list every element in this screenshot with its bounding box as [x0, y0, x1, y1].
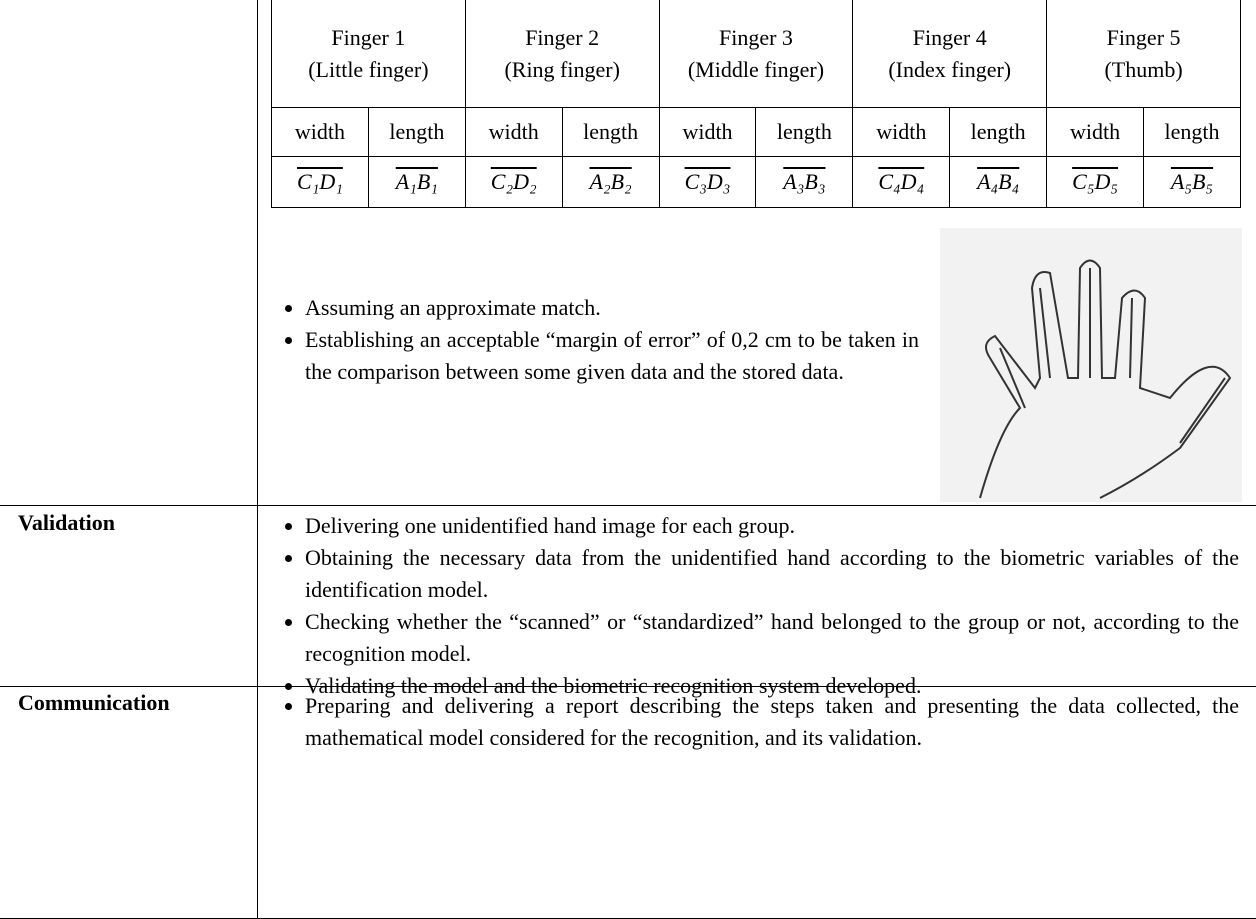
bullet-list: Assuming an approximate match.Establishi…	[273, 292, 919, 388]
symbol-cell: C₅D₅	[1046, 156, 1145, 208]
finger-subtitle: (Ring finger)	[504, 56, 620, 82]
row-bullets: Preparing and delivering a report descri…	[273, 690, 1239, 754]
finger-header: Finger 1 (Little finger)	[271, 0, 466, 108]
unit-cell: length	[367, 107, 466, 157]
symbol-cell: C₂D₂	[464, 156, 563, 208]
symbol-cell: A₂B₂	[561, 156, 660, 208]
symbol-cell: A₃B₃	[755, 156, 854, 208]
symbol: A₁B₁	[395, 169, 438, 194]
bullet: Establishing an acceptable “margin of er…	[305, 324, 919, 388]
finger-subtitle: (Index finger)	[888, 56, 1012, 82]
symbol-cell: C₁D₁	[271, 156, 369, 208]
bullet: Delivering one unidentified hand image f…	[305, 510, 1239, 542]
bullet: Obtaining the necessary data from the un…	[305, 542, 1239, 606]
row-label: Communication	[18, 690, 170, 715]
symbol: A₅B₅	[1170, 169, 1214, 194]
header-row: Finger 1 (Little finger) Finger 2 (Ring fin…	[271, 0, 1241, 108]
finger-name: Finger 1	[331, 24, 406, 50]
bullet-list: Delivering one unidentified hand image f…	[273, 510, 1239, 702]
symbol: C₂D₂	[490, 169, 537, 194]
finger-header: Finger 4 (Index finger)	[852, 0, 1048, 108]
symbol: A₃B₃	[783, 169, 826, 194]
bullet: Checking whether the “scanned” or “stand…	[305, 606, 1239, 670]
unit-row: width length width length width length width le…	[271, 107, 1241, 157]
symbol-cell: A₅B₅	[1143, 156, 1241, 208]
unit-cell: length	[1143, 107, 1241, 157]
finger-subtitle: (Little finger)	[308, 56, 429, 82]
symbol-cell: C₄D₄	[852, 156, 951, 208]
unit-cell: length	[949, 107, 1048, 157]
finger-header: Finger 2 (Ring finger)	[464, 0, 660, 108]
finger-name: Finger 2	[525, 24, 600, 50]
row-bullets: Delivering one unidentified hand image f…	[273, 510, 1239, 702]
bullet: Assuming an approximate match.	[305, 292, 919, 324]
unit-cell: width	[658, 107, 757, 157]
unit-cell: length	[755, 107, 854, 157]
row-divider	[0, 686, 1256, 687]
bullet-list: Preparing and delivering a report descri…	[273, 690, 1239, 754]
symbol: C₃D₃	[684, 169, 731, 194]
finger-header: Finger 5 (Thumb)	[1046, 0, 1241, 108]
bullet: Preparing and delivering a report descri…	[305, 690, 1239, 754]
unit-cell: width	[1046, 107, 1145, 157]
unit-cell: width	[852, 107, 951, 157]
finger-name: Finger 5	[1106, 24, 1181, 50]
finger-table: Finger 1 (Little finger) Finger 2 (Ring fin…	[271, 0, 1241, 208]
row-divider	[0, 505, 1256, 506]
column-divider	[257, 0, 258, 919]
finger-header: Finger 3 (Middle finger)	[658, 0, 854, 108]
symbol: C₄D₄	[878, 169, 925, 194]
unit-cell: width	[464, 107, 563, 157]
unit-cell: width	[271, 107, 369, 157]
symbol-cell: C₃D₃	[658, 156, 757, 208]
symbol-cell: A₁B₁	[367, 156, 466, 208]
bullet: Validating the model and the biometric r…	[305, 670, 1239, 702]
first-row-bullets: Assuming an approximate match.Establishi…	[273, 292, 919, 388]
finger-subtitle: (Middle finger)	[687, 56, 825, 82]
finger-subtitle: (Thumb)	[1104, 56, 1183, 82]
symbol: C₁D₁	[297, 169, 343, 194]
hand-image	[940, 228, 1242, 502]
symbol-row: C₁D₁ A₁B₁ C₂D₂ A₂B₂ C₃D₃ A₃B₃ C₄D₄ A₄B₄ C₅D₅ A₅B₅	[271, 156, 1241, 208]
symbol: A₄B₄	[977, 169, 1020, 194]
unit-cell: length	[561, 107, 660, 157]
row-label: Validation	[18, 510, 116, 535]
symbol-cell: A₄B₄	[949, 156, 1048, 208]
finger-name: Finger 4	[912, 24, 987, 50]
symbol: C₅D₅	[1072, 169, 1118, 194]
symbol: A₂B₂	[589, 169, 632, 194]
finger-name: Finger 3	[718, 24, 793, 50]
